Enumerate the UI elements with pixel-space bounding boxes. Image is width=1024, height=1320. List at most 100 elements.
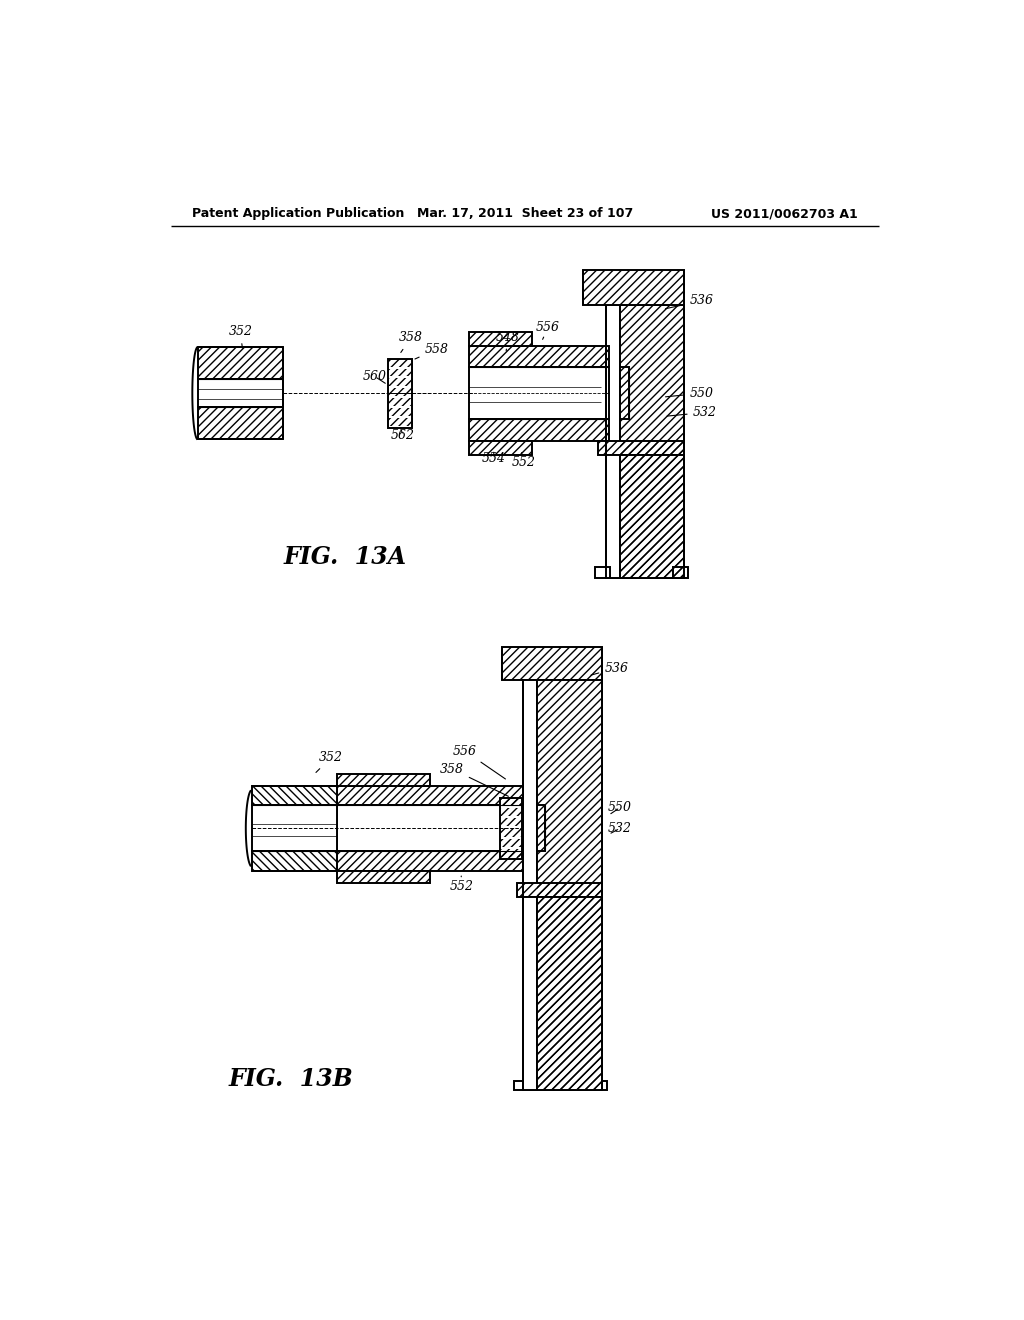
Text: 558: 558	[415, 343, 449, 359]
Text: 550: 550	[666, 387, 714, 400]
Bar	[388, 379, 413, 387]
Bar	[598, 441, 684, 455]
Bar	[621, 455, 684, 578]
Text: 556: 556	[536, 321, 560, 339]
Bar	[469, 420, 608, 441]
Bar	[538, 896, 602, 1090]
Text: 548: 548	[496, 330, 520, 351]
Bar	[337, 774, 430, 785]
Bar	[469, 331, 531, 346]
Bar	[337, 805, 523, 851]
Bar	[538, 680, 602, 1090]
Text: 562: 562	[391, 429, 415, 442]
Bar	[388, 379, 413, 387]
Bar	[337, 871, 430, 883]
Text: Patent Application Publication: Patent Application Publication	[191, 207, 403, 220]
Bar	[606, 305, 621, 578]
Text: 560: 560	[362, 370, 386, 383]
Bar	[252, 785, 337, 805]
Text: 554: 554	[482, 453, 506, 465]
Bar	[198, 407, 283, 440]
Text: 536: 536	[591, 661, 629, 675]
Bar	[606, 455, 621, 578]
Bar	[469, 346, 608, 367]
Bar	[198, 347, 283, 379]
Text: 556: 556	[454, 744, 506, 779]
Bar	[337, 871, 430, 883]
Bar	[583, 271, 684, 305]
Bar	[388, 408, 413, 416]
Text: 358: 358	[440, 763, 508, 796]
Bar	[621, 455, 684, 578]
Bar	[469, 331, 531, 346]
Bar	[595, 566, 610, 578]
Bar	[598, 441, 684, 455]
Bar	[538, 680, 602, 1090]
Bar	[469, 441, 531, 455]
Bar	[388, 368, 413, 376]
Bar	[252, 805, 337, 851]
Bar	[388, 359, 413, 367]
Bar	[502, 647, 602, 680]
Bar	[388, 368, 413, 376]
Text: 532: 532	[608, 822, 632, 834]
Bar	[500, 797, 521, 805]
Text: 532: 532	[667, 407, 717, 418]
Bar	[500, 808, 521, 816]
Bar	[621, 305, 684, 578]
Bar	[198, 347, 283, 379]
Bar	[252, 851, 337, 871]
Bar	[500, 797, 521, 805]
Bar	[469, 367, 608, 420]
Bar	[500, 838, 521, 847]
Bar	[673, 566, 688, 578]
Bar	[500, 818, 521, 826]
Bar	[469, 346, 608, 367]
Bar	[198, 407, 283, 440]
Bar	[337, 785, 523, 805]
Bar	[388, 399, 413, 407]
Bar	[583, 271, 684, 305]
Bar	[337, 774, 430, 785]
Bar	[523, 896, 538, 1090]
Text: Mar. 17, 2011  Sheet 23 of 107: Mar. 17, 2011 Sheet 23 of 107	[417, 207, 633, 220]
Text: 550: 550	[608, 801, 632, 814]
Text: 536: 536	[666, 294, 714, 309]
Bar	[621, 367, 630, 420]
Bar	[469, 420, 608, 441]
Bar	[500, 808, 521, 816]
Bar	[517, 883, 602, 896]
Bar	[388, 399, 413, 407]
Bar	[469, 441, 531, 455]
Text: 552: 552	[450, 876, 473, 892]
Text: FIG.  13A: FIG. 13A	[284, 545, 407, 569]
Bar	[500, 818, 521, 826]
Bar	[337, 785, 523, 805]
Bar	[514, 1081, 528, 1090]
Bar	[500, 829, 521, 837]
Bar	[388, 418, 413, 426]
Bar	[388, 418, 413, 426]
Bar	[523, 680, 538, 1090]
Bar	[502, 647, 602, 680]
Bar	[252, 785, 337, 805]
Text: US 2011/0062703 A1: US 2011/0062703 A1	[712, 207, 858, 220]
Bar	[606, 346, 608, 367]
Bar	[538, 805, 545, 851]
Bar	[500, 849, 521, 857]
Bar	[606, 420, 608, 441]
Bar	[517, 883, 602, 896]
Bar	[606, 346, 608, 367]
Bar	[606, 367, 608, 420]
Bar	[538, 896, 602, 1090]
Bar	[388, 388, 413, 396]
Bar	[621, 305, 684, 578]
Bar	[337, 851, 523, 871]
Bar	[593, 1081, 607, 1090]
Bar	[388, 408, 413, 416]
Bar	[500, 829, 521, 837]
Bar	[388, 359, 413, 367]
Bar	[252, 851, 337, 871]
Bar	[388, 359, 413, 428]
Text: 352: 352	[228, 325, 252, 348]
